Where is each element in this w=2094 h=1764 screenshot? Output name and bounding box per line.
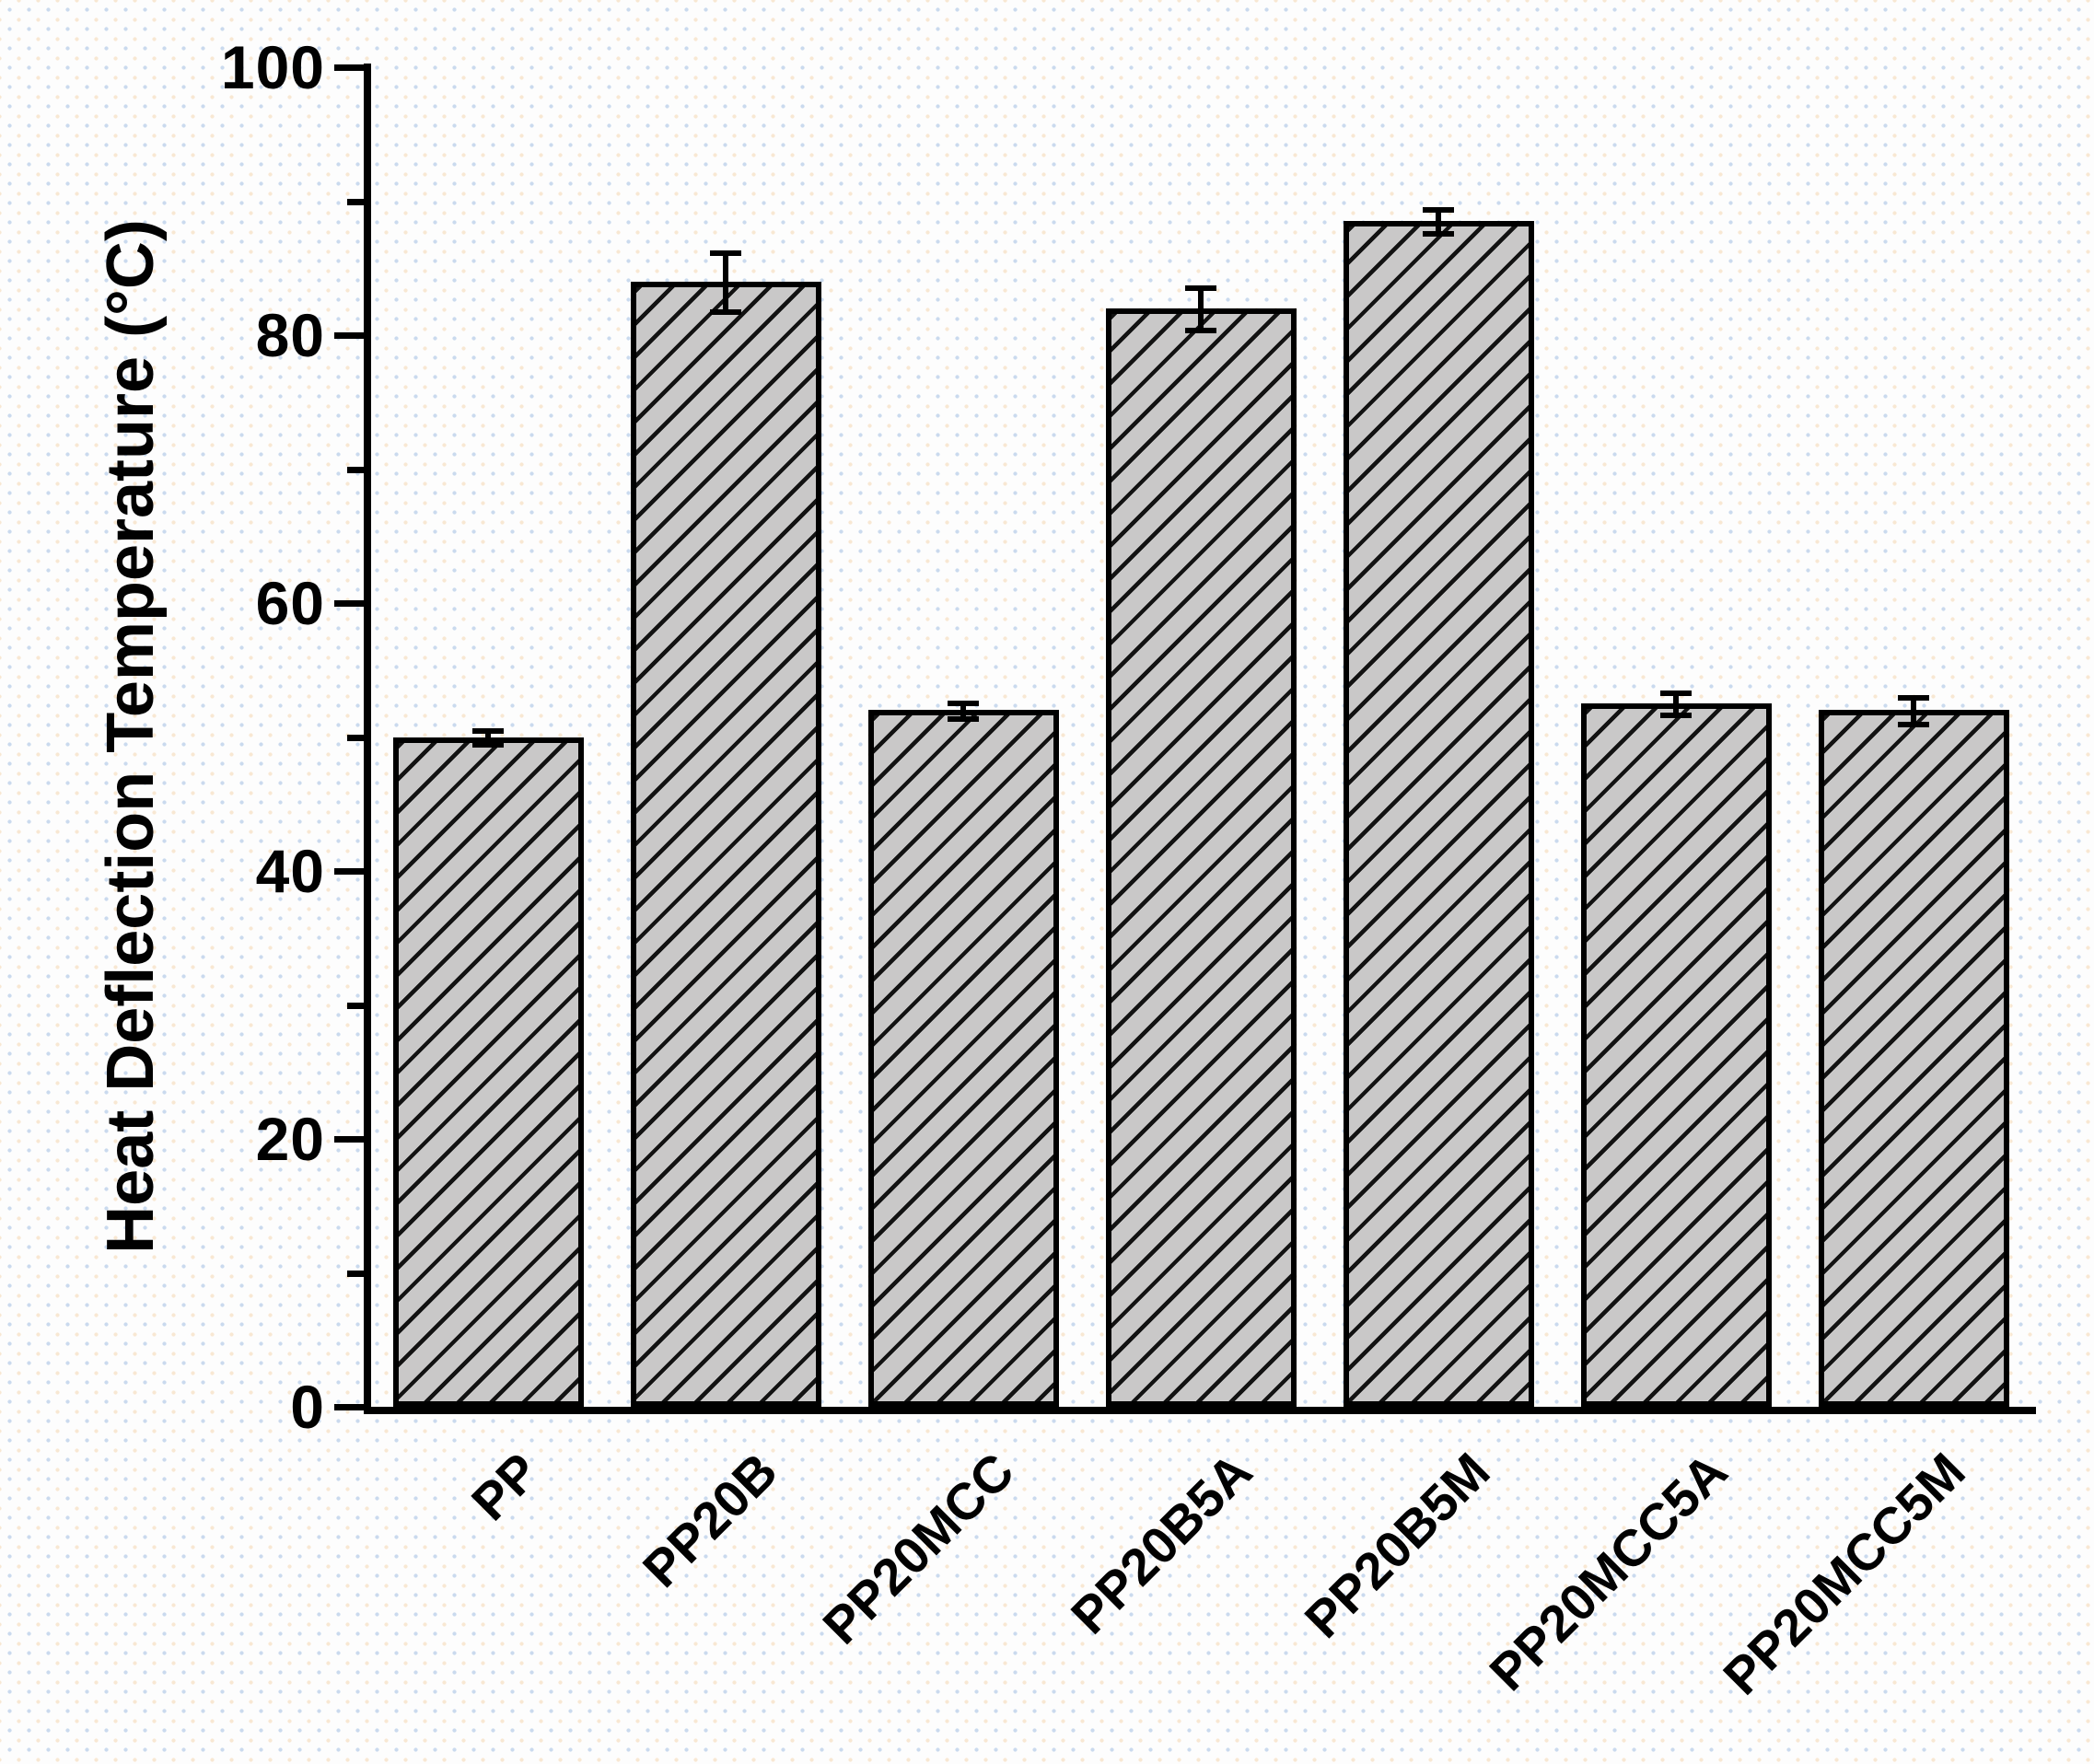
- bar-pp20mcc5m: [1818, 710, 2009, 1407]
- bar-pp20b5a: [1105, 308, 1297, 1407]
- y-tick-label: 40: [255, 837, 325, 905]
- error-bar-cap-top-pp20mcc5m: [1898, 694, 1929, 701]
- x-category-label-pp20mcc: PP20MCC: [811, 1441, 1026, 1655]
- x-category-label-pp20b5m: PP20B5M: [1293, 1441, 1501, 1649]
- y-major-tick: [334, 332, 364, 339]
- y-tick-label: 60: [255, 569, 325, 637]
- y-major-tick: [334, 868, 364, 875]
- error-bar-cap-bottom-pp20b: [710, 308, 741, 315]
- x-category-label-pp20mcc5a: PP20MCC5A: [1478, 1441, 1739, 1702]
- y-major-tick: [334, 1404, 364, 1410]
- bar-pp: [392, 737, 584, 1407]
- y-minor-tick: [347, 466, 364, 473]
- error-bar-cap-top-pp20b5m: [1423, 207, 1454, 214]
- y-minor-tick: [347, 1270, 364, 1277]
- error-bar-cap-bottom-pp20mcc5m: [1898, 721, 1929, 727]
- y-minor-tick: [347, 734, 364, 741]
- error-bar-line-pp20b5a: [1198, 286, 1204, 331]
- x-axis-line: [364, 1407, 2036, 1414]
- error-bar-cap-top-pp20b: [710, 250, 741, 256]
- error-bar-cap-bottom-pp20mcc: [948, 716, 979, 723]
- error-bar-line-pp20mcc5a: [1673, 692, 1679, 714]
- error-bar-cap-top-pp: [472, 728, 504, 735]
- x-category-label-pp: PP: [460, 1441, 551, 1532]
- error-bar-cap-top-pp20mcc5a: [1660, 691, 1692, 697]
- y-tick-label: 100: [220, 33, 325, 101]
- error-bar-line-pp: [485, 730, 491, 744]
- y-tick-label: 0: [290, 1373, 325, 1441]
- x-category-label-pp20b5a: PP20B5A: [1059, 1441, 1263, 1645]
- x-category-label-pp20b: PP20B: [631, 1441, 788, 1598]
- bar-pp20mcc5a: [1580, 703, 1772, 1407]
- error-bar-line-pp20mcc: [960, 702, 966, 719]
- error-bar-line-pp20b: [723, 251, 728, 311]
- error-bar-cap-bottom-pp20b5m: [1423, 231, 1454, 238]
- x-category-label-pp20mcc5m: PP20MCC5M: [1711, 1441, 1976, 1706]
- error-bar-cap-top-pp20b5a: [1185, 284, 1216, 291]
- bar-pp20mcc: [867, 710, 1059, 1407]
- bar-pp20b: [630, 281, 821, 1407]
- y-major-tick: [334, 600, 364, 607]
- error-bar-cap-bottom-pp: [472, 741, 504, 748]
- y-tick-label: 80: [255, 301, 325, 369]
- y-axis-spine: [364, 64, 371, 1414]
- y-minor-tick: [347, 1002, 364, 1009]
- y-minor-tick: [347, 198, 364, 205]
- error-bar-cap-bottom-pp20b5a: [1185, 328, 1216, 334]
- error-bar-line-pp20b5m: [1436, 209, 1441, 234]
- y-major-tick: [334, 64, 364, 71]
- y-major-tick: [334, 1136, 364, 1143]
- error-bar-line-pp20mcc5m: [1911, 696, 1916, 724]
- bar-pp20b5m: [1343, 221, 1534, 1407]
- error-bar-cap-bottom-pp20mcc5a: [1660, 712, 1692, 718]
- y-tick-label: 20: [255, 1105, 325, 1173]
- error-bar-cap-top-pp20mcc: [948, 700, 979, 706]
